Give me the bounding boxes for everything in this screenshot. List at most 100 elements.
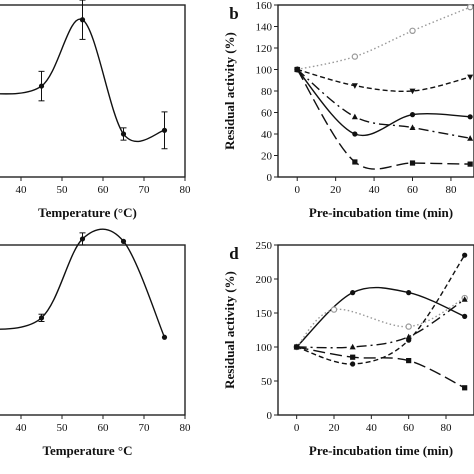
series-line <box>297 68 471 93</box>
data-point <box>409 112 416 118</box>
data-point <box>462 385 468 391</box>
data-point <box>467 114 473 120</box>
series-2 <box>294 67 474 95</box>
series-4 <box>294 252 468 367</box>
series-line <box>296 69 471 170</box>
x-tick-label: 0 <box>294 422 300 434</box>
y-tick-label: 0 <box>267 172 273 184</box>
data-point <box>350 361 356 367</box>
y-tick-label: 160 <box>256 0 273 12</box>
data-point <box>349 343 356 350</box>
series-3 <box>293 296 468 350</box>
data-point <box>351 83 358 89</box>
series-line <box>296 68 471 139</box>
series-4 <box>294 66 473 137</box>
data-point <box>294 66 300 73</box>
data-point <box>38 83 45 89</box>
series-5 <box>294 344 468 391</box>
data-point <box>406 337 412 343</box>
y-tick-label: 50 <box>261 376 273 388</box>
data-point <box>352 159 358 165</box>
data-point <box>409 160 416 166</box>
x-tick-label: 60 <box>98 184 110 196</box>
data-point <box>161 334 168 340</box>
series-1 <box>294 286 468 350</box>
x-tick-label: 60 <box>98 422 110 434</box>
y-tick-label: 60 <box>261 108 273 120</box>
y-tick-label: 20 <box>261 151 273 163</box>
x-tick-label: 80 <box>180 184 192 196</box>
x-axis-label: Pre-incubation time (min) <box>309 205 453 220</box>
x-tick-label: 40 <box>16 422 28 434</box>
series-5 <box>294 66 473 170</box>
y-axis-label: Residual activity (%) <box>222 271 237 389</box>
x-tick-label: 20 <box>329 422 341 434</box>
x-tick-label: 60 <box>407 184 419 196</box>
data-point <box>330 306 338 313</box>
y-tick-label: 80 <box>261 86 273 98</box>
data-point <box>351 53 359 60</box>
data-point <box>406 358 412 364</box>
data-point <box>352 131 358 137</box>
x-tick-label: 40 <box>369 184 381 196</box>
chart-panel-a: 40 50 60 70 80 Temperature (°C) <box>0 0 191 220</box>
data-point <box>462 313 468 319</box>
x-tick-label: 0 <box>294 184 300 196</box>
data-point <box>351 113 358 120</box>
x-axis-label: Temperature (°C) <box>38 205 137 220</box>
x-axis-label: Temperature °C <box>42 443 132 458</box>
x-tick-label: 70 <box>139 422 151 434</box>
data-point <box>294 344 300 350</box>
y-tick-label: 150 <box>256 308 273 320</box>
data-point <box>409 27 416 34</box>
series-1 <box>0 0 168 150</box>
series-line <box>296 298 466 349</box>
data-point <box>461 296 468 302</box>
y-tick-label: 100 <box>256 342 273 354</box>
y-tick-label: 200 <box>256 274 273 286</box>
series-1 <box>294 3 474 73</box>
series-line <box>296 297 465 348</box>
x-tick-label: 50 <box>57 184 69 196</box>
data-point <box>467 74 474 81</box>
series-line <box>297 6 471 71</box>
y-tick-label: 140 <box>256 22 273 34</box>
data-point <box>406 290 412 296</box>
data-point <box>409 88 416 95</box>
y-tick-label: 0 <box>267 410 273 422</box>
series-line <box>296 286 465 348</box>
chart-panel-d: 0 20 40 60 80 0 50 100 150 200 250 Pre-incubation t… <box>222 240 474 458</box>
series-2 <box>293 294 468 351</box>
chart-panel-c: 40 50 60 70 80 Temperature °C <box>0 228 192 458</box>
y-tick-label: 250 <box>256 240 273 252</box>
panel-label: b <box>229 4 238 23</box>
y-tick-label: 100 <box>256 65 273 77</box>
panel-label: d <box>229 244 239 263</box>
plot-frame <box>0 244 186 416</box>
series-line <box>296 254 466 365</box>
x-tick-label: 60 <box>403 422 415 434</box>
data-point <box>467 135 474 141</box>
y-tick-label: 40 <box>261 129 273 141</box>
x-tick-label: 80 <box>180 422 192 434</box>
x-tick-label: 50 <box>57 422 69 434</box>
data-point <box>120 131 127 137</box>
x-tick-label: 40 <box>366 422 378 434</box>
data-point <box>161 127 168 133</box>
x-axis-label: Pre-incubation time (min) <box>309 443 453 458</box>
data-point <box>38 315 45 321</box>
data-point <box>466 3 474 11</box>
data-point <box>120 238 127 244</box>
data-point <box>467 161 473 167</box>
plot-frame <box>277 244 474 416</box>
data-point <box>79 17 86 23</box>
x-tick-label: 40 <box>16 184 28 196</box>
data-point <box>79 236 86 242</box>
chart-panel-b: 0 20 40 60 80 0 20 40 60 80 100 120 140 160 Pre-incuba… <box>222 0 474 220</box>
y-axis-label: Residual activity (%) <box>222 32 237 150</box>
series-line <box>296 69 471 137</box>
x-tick-label: 80 <box>445 184 457 196</box>
data-point <box>462 252 468 258</box>
plot-frame <box>0 4 186 178</box>
